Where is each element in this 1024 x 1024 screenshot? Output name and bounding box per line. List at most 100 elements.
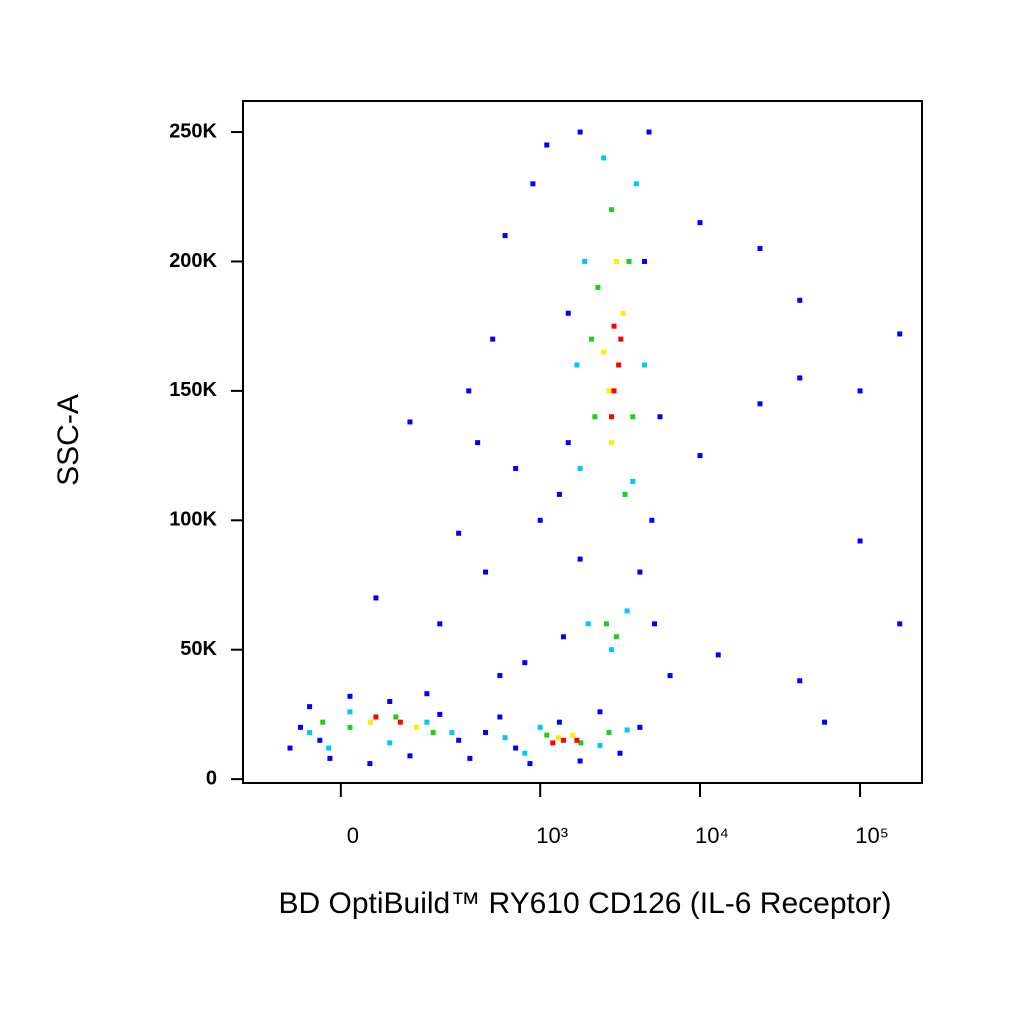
data-point (757, 401, 763, 407)
data-point (897, 331, 903, 337)
data-point (373, 714, 379, 720)
data-point (757, 246, 763, 252)
y-tick-label: 150K (169, 379, 217, 401)
data-point (437, 711, 443, 717)
data-point (797, 375, 803, 381)
data-point (513, 745, 519, 751)
data-point (326, 745, 332, 751)
data-point (606, 388, 612, 394)
data-point (560, 737, 566, 743)
x-tick-label: 10⁵ (855, 823, 889, 848)
data-point (490, 336, 496, 342)
data-point (613, 258, 619, 264)
data-point (592, 414, 598, 420)
data-point (522, 750, 528, 756)
data-point (797, 297, 803, 303)
data-point (513, 466, 519, 472)
x-tick-label: 0 (347, 823, 359, 848)
data-point (456, 530, 462, 536)
data-point (556, 491, 562, 497)
data-point (424, 691, 430, 697)
y-tick-label: 100K (169, 509, 217, 531)
data-point (544, 142, 550, 148)
data-point (616, 362, 622, 368)
data-point (522, 660, 528, 666)
data-point (637, 724, 643, 730)
data-point (622, 491, 628, 497)
x-axis-label: BD OptiBuild™ RY610 CD126 (IL-6 Receptor… (278, 887, 891, 920)
data-point (611, 388, 617, 394)
data-point (857, 388, 863, 394)
data-point (287, 745, 293, 751)
data-point (393, 714, 399, 720)
data-point (609, 414, 615, 420)
data-point (537, 724, 543, 730)
y-tick-label: 200K (169, 250, 217, 272)
data-point (556, 719, 562, 725)
data-point (589, 336, 595, 342)
data-point (574, 737, 580, 743)
data-point (456, 737, 462, 743)
data-point (624, 608, 630, 614)
data-point (626, 258, 632, 264)
data-point (430, 730, 436, 736)
data-point (407, 419, 413, 425)
data-point (297, 724, 303, 730)
y-tick-label: 0 (206, 767, 217, 789)
data-point (577, 466, 583, 472)
data-point (606, 730, 612, 736)
data-point (347, 693, 353, 699)
data-point (613, 634, 619, 640)
y-axis-label: SSC-A (52, 394, 85, 486)
data-point (387, 740, 393, 746)
data-point (367, 719, 373, 725)
data-point (550, 740, 556, 746)
data-point (483, 569, 489, 575)
data-point (577, 556, 583, 562)
data-point (449, 730, 455, 736)
data-point (611, 323, 617, 329)
data-point (565, 310, 571, 316)
data-point (822, 719, 828, 725)
data-point (578, 740, 584, 746)
data-point (413, 724, 419, 730)
data-point (601, 349, 607, 355)
data-point (630, 478, 636, 484)
data-point (307, 730, 313, 736)
data-point (617, 750, 623, 756)
data-point (597, 709, 603, 715)
data-point (609, 207, 615, 213)
data-point (320, 719, 326, 725)
data-point (574, 362, 580, 368)
data-point (601, 155, 607, 161)
data-point (657, 414, 663, 420)
data-point (577, 758, 583, 764)
y-tick-label: 50K (180, 638, 217, 660)
data-point (530, 181, 536, 187)
data-point (715, 652, 721, 658)
data-point (585, 621, 591, 627)
data-point (642, 258, 648, 264)
data-point (603, 621, 609, 627)
data-point (373, 595, 379, 601)
data-point (397, 719, 403, 725)
data-point (537, 517, 543, 523)
data-point (387, 698, 393, 704)
y-tick-label: 250K (169, 120, 217, 142)
data-point (646, 129, 652, 135)
data-point (697, 220, 703, 226)
data-point (367, 761, 373, 767)
data-point (347, 724, 353, 730)
data-point (497, 714, 503, 720)
data-point (307, 704, 313, 710)
x-tick-label: 10⁴ (695, 823, 729, 848)
data-point (317, 737, 323, 743)
data-point (582, 258, 588, 264)
data-point (467, 755, 473, 761)
data-point (555, 735, 561, 741)
data-point (475, 440, 481, 446)
data-point (697, 453, 703, 459)
data-point (649, 517, 655, 523)
data-point (565, 440, 571, 446)
